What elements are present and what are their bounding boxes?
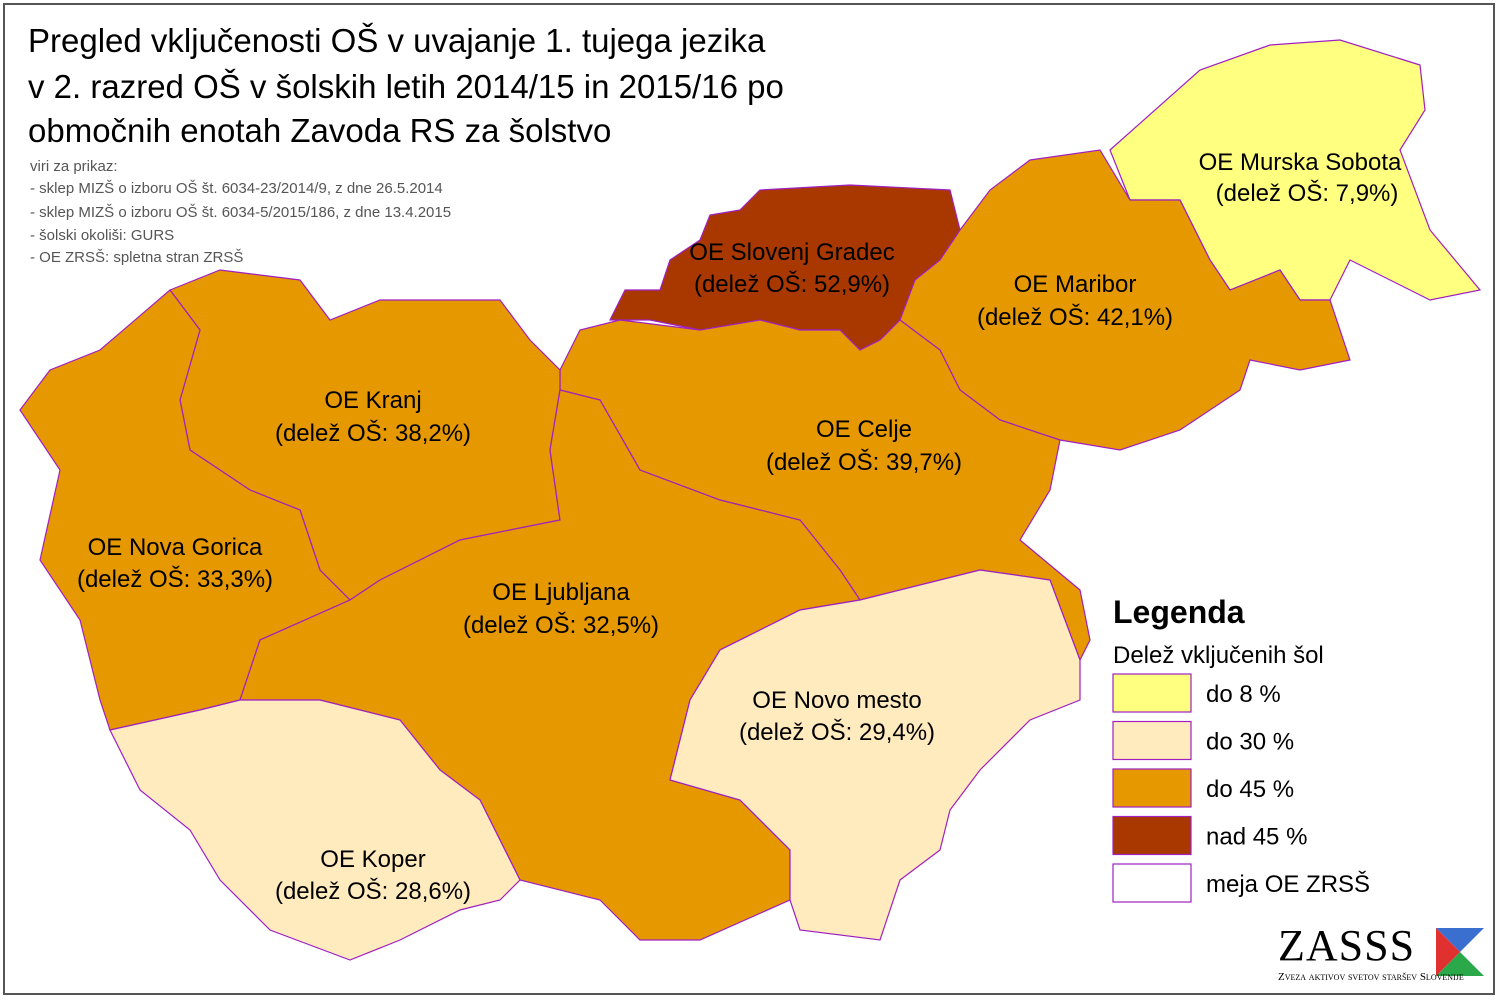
legend-label: meja OE ZRSŠ [1206, 870, 1370, 898]
legend-swatch [1112, 673, 1192, 713]
region-share: (delež OŠ: 42,1%) [977, 303, 1173, 331]
title-line: Pregled vključenosti OŠ v uvajanje 1. tu… [28, 22, 766, 59]
region-name: OE Nova Gorica [88, 534, 263, 561]
legend-subtitle: Delež vključenih šol [1113, 642, 1324, 669]
logo-mark [1436, 928, 1460, 976]
region-share: (delež OŠ: 52,9%) [694, 270, 890, 298]
legend-swatch [1112, 863, 1192, 903]
legend-label: nad 45 % [1206, 824, 1307, 851]
title-line: v 2. razred OŠ v šolskih letih 2014/15 i… [28, 68, 784, 105]
region-share: (delež OŠ: 38,2%) [275, 419, 471, 447]
region [19, 289, 352, 731]
region-name: OE Novo mesto [752, 687, 921, 714]
legend-swatch [1112, 768, 1192, 808]
region-name: OE Kranj [324, 387, 421, 414]
sources: viri za prikaz: - sklep MIZŠ o izboru OŠ… [30, 158, 451, 266]
logo-mark [1436, 952, 1484, 976]
region [669, 569, 1081, 941]
region-share: (delež OŠ: 29,4%) [739, 718, 935, 746]
logo: ZASSS Zveza aktivov svetov staršev Slove… [1278, 921, 1484, 983]
legend-label: do 45 % [1206, 776, 1294, 803]
regions [19, 39, 1482, 961]
logo-text: ZASSS [1278, 921, 1415, 970]
source-item: - sklep MIZŠ o izboru OŠ št. 6034-5/2015… [30, 204, 451, 221]
region [109, 699, 521, 961]
region-name: OE Slovenj Gradec [689, 239, 894, 266]
legend-title: Legenda [1113, 594, 1245, 630]
source-item: - sklep MIZŠ o izboru OŠ št. 6034-23/201… [30, 180, 443, 197]
region-share: (delež OŠ: 28,6%) [275, 877, 471, 905]
region [239, 389, 862, 941]
region-name: OE Ljubljana [492, 579, 630, 606]
sources-heading: viri za prikaz: [30, 158, 118, 175]
region-share: (delež OŠ: 33,3%) [77, 565, 273, 593]
legend-swatch [1112, 720, 1192, 761]
region-labels: OE Murska Sobota (delež OŠ: 7,9%) OE Slo… [77, 149, 1402, 905]
region-name: OE Maribor [1014, 271, 1137, 298]
logo-subtitle: Zveza aktivov svetov staršev Slovenije [1278, 971, 1464, 983]
source-item: - šolski okoliši: GURS [30, 227, 174, 244]
region-share: (delež OŠ: 32,5%) [463, 611, 659, 639]
region-share: (delež OŠ: 39,7%) [766, 448, 962, 476]
region-share: (delež OŠ: 7,9%) [1216, 179, 1399, 207]
legend-label: do 30 % [1206, 729, 1294, 756]
legend: Legenda Delež vključenih šol do 8 % do 30… [1112, 594, 1370, 903]
region-name: OE Celje [816, 416, 912, 443]
title: Pregled vključenosti OŠ v uvajanje 1. tu… [28, 22, 784, 149]
legend-swatch [1112, 815, 1192, 856]
legend-label: do 8 % [1206, 681, 1281, 708]
logo-mark [1436, 928, 1484, 952]
source-item: - OE ZRSŠ: spletna stran ZRSŠ [30, 249, 243, 266]
region-name: OE Koper [320, 846, 425, 873]
region-name: OE Murska Sobota [1199, 149, 1402, 176]
title-line: območnih enotah Zavoda RS za šolstvo [28, 112, 611, 149]
